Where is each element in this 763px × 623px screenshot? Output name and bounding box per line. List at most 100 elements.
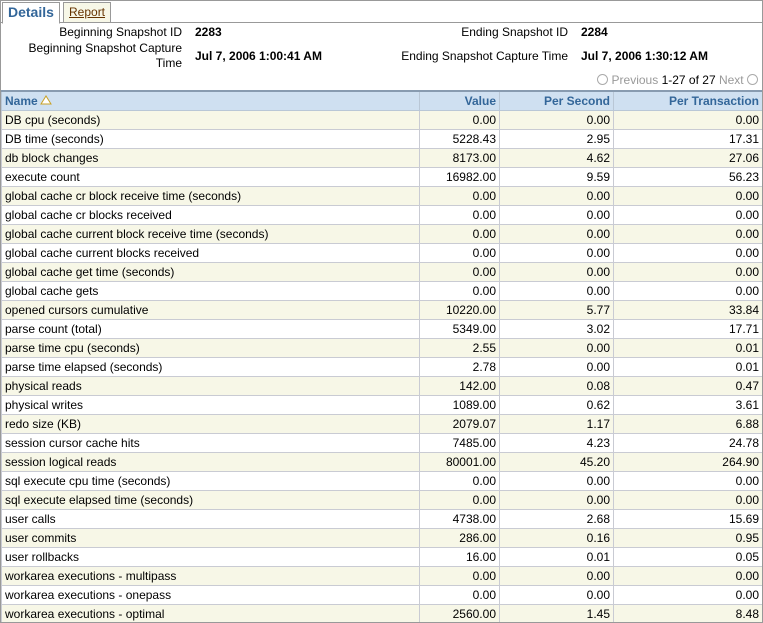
page-range: 1-27 of 27: [661, 73, 716, 87]
metric-value: 17.71: [613, 319, 762, 339]
metric-value: 45.20: [499, 452, 614, 472]
table-row: global cache cr block receive time (seco…: [1, 186, 762, 206]
metric-name: execute count: [1, 167, 420, 187]
metric-value: 6.88: [613, 414, 762, 434]
metric-name: global cache gets: [1, 281, 420, 301]
metric-value: 0.00: [499, 262, 614, 282]
metric-value: 142.00: [419, 376, 500, 396]
metric-value: 8.48: [613, 604, 762, 622]
metric-value: 0.08: [499, 376, 614, 396]
header-row: Name Value Per Second Per Transaction: [1, 90, 762, 111]
metric-value: 0.47: [613, 376, 762, 396]
value: Jul 7, 2006 1:30:12 AM: [581, 49, 708, 63]
table-row: user commits 286.00 0.16 0.95: [1, 528, 762, 548]
column-header-text[interactable]: Per Second: [543, 94, 610, 108]
metric-name: DB cpu (seconds): [1, 110, 420, 130]
table-row: physical writes 1089.00 0.62 3.61: [1, 395, 762, 415]
table-row: workarea executions - optimal 2560.00 1.45…: [1, 604, 762, 622]
metric-value: 0.00: [499, 281, 614, 301]
table-row: sql execute elapsed time (seconds) 0.00 0.…: [1, 490, 762, 510]
metric-name: parse time cpu (seconds): [1, 338, 420, 358]
metric-name: workarea executions - multipass: [1, 566, 420, 586]
metric-value: 0.00: [613, 585, 762, 605]
value: 2283: [195, 25, 222, 39]
metric-value: 0.00: [613, 490, 762, 510]
table-row: redo size (KB) 2079.07 1.17 6.88: [1, 414, 762, 434]
metric-value: 0.00: [419, 585, 500, 605]
metric-value: 1.17: [499, 414, 614, 434]
column-header[interactable]: Value: [419, 90, 500, 111]
metric-value: 0.00: [419, 224, 500, 244]
metric-value: 0.00: [419, 566, 500, 586]
metric-value: 0.00: [499, 471, 614, 491]
metric-value: 8173.00: [419, 148, 500, 168]
metric-value: 3.61: [613, 395, 762, 415]
column-header[interactable]: Per Second: [499, 90, 614, 111]
metric-value: 24.78: [613, 433, 762, 453]
metric-value: 0.95: [613, 528, 762, 548]
table-row: opened cursors cumulative 10220.00 5.77 33.…: [1, 300, 762, 320]
metric-value: 5349.00: [419, 319, 500, 339]
metric-name: global cache get time (seconds): [1, 262, 420, 282]
metric-name: parse count (total): [1, 319, 420, 339]
table-row: user calls 4738.00 2.68 15.69: [1, 509, 762, 529]
metric-name: parse time elapsed (seconds): [1, 357, 420, 377]
tab-report[interactable]: Report: [63, 2, 112, 22]
tab-bar: Details Report: [1, 1, 762, 24]
column-header-text[interactable]: Value: [464, 94, 496, 108]
metric-value: 0.00: [613, 471, 762, 491]
metrics-table: Name Value Per Second Per Transaction DB cp…: [1, 90, 762, 622]
metric-value: 2.55: [419, 338, 500, 358]
metric-name: global cache current blocks received: [1, 243, 420, 263]
metric-value: 0.01: [613, 357, 762, 377]
metric-value: 0.00: [419, 471, 500, 491]
table-row: session logical reads 80001.00 45.20 264.90: [1, 452, 762, 472]
metric-value: 7485.00: [419, 433, 500, 453]
metric-name: DB time (seconds): [1, 129, 420, 149]
metric-value: 4.23: [499, 433, 614, 453]
column-header-text[interactable]: Per Transaction: [668, 94, 759, 108]
metric-value: 4738.00: [419, 509, 500, 529]
metric-value: 4.62: [499, 148, 614, 168]
label: Ending Snapshot Capture Time: [401, 49, 568, 63]
column-header-text[interactable]: Name: [5, 94, 38, 108]
metric-value: 9.59: [499, 167, 614, 187]
metric-value: 0.00: [499, 205, 614, 225]
table-row: workarea executions - onepass 0.00 0.00 0.0…: [1, 585, 762, 605]
metric-value: 16982.00: [419, 167, 500, 187]
metric-name: global cache cr block receive time (seco…: [1, 186, 420, 206]
table-row: parse count (total) 5349.00 3.02 17.71: [1, 319, 762, 339]
metric-value: 0.00: [499, 490, 614, 510]
metric-value: 0.00: [499, 110, 614, 130]
tab-details[interactable]: Details: [2, 2, 60, 24]
metric-value: 0.00: [419, 281, 500, 301]
metric-value: 0.00: [613, 243, 762, 263]
label: Ending Snapshot ID: [461, 25, 568, 39]
table-row: DB cpu (seconds) 0.00 0.00 0.00: [1, 110, 762, 130]
metric-value: 0.00: [499, 338, 614, 358]
table-row: workarea executions - multipass 0.00 0.00 0…: [1, 566, 762, 586]
metric-name: sql execute elapsed time (seconds): [1, 490, 420, 510]
metric-value: 33.84: [613, 300, 762, 320]
metric-name: user commits: [1, 528, 420, 548]
label: Beginning Snapshot ID: [59, 25, 182, 39]
table-row: global cache gets 0.00 0.00 0.00: [1, 281, 762, 301]
table-row: execute count 16982.00 9.59 56.23: [1, 167, 762, 187]
column-header[interactable]: Name: [1, 90, 420, 111]
metric-value: 0.05: [613, 547, 762, 567]
metric-value: 0.00: [419, 490, 500, 510]
table-row: global cache get time (seconds) 0.00 0.00 0…: [1, 262, 762, 282]
metric-value: 0.01: [613, 338, 762, 358]
metric-value: 0.00: [419, 205, 500, 225]
column-header[interactable]: Per Transaction: [613, 90, 762, 111]
metric-value: 0.00: [613, 281, 762, 301]
next-link: Next: [718, 73, 744, 87]
metric-value: 0.00: [499, 186, 614, 206]
table-row: parse time cpu (seconds) 2.55 0.00 0.01: [1, 338, 762, 358]
metric-value: 0.00: [499, 243, 614, 263]
metric-name: physical writes: [1, 395, 420, 415]
metric-value: 56.23: [613, 167, 762, 187]
table-row: db block changes 8173.00 4.62 27.06: [1, 148, 762, 168]
metric-value: 80001.00: [419, 452, 500, 472]
